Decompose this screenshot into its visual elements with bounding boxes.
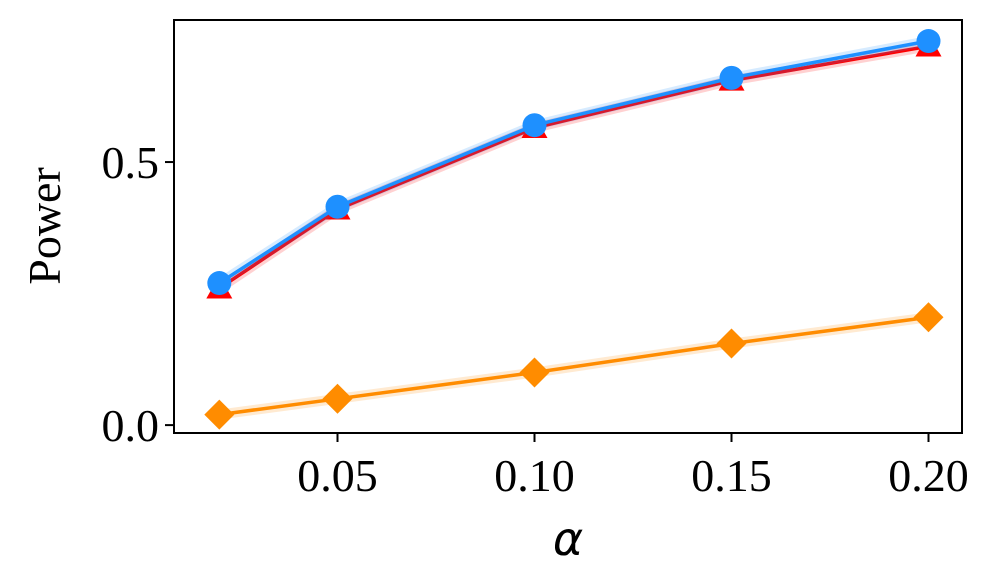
series-diamond (204, 302, 944, 430)
series-circle (207, 29, 941, 296)
y-tick-label: 0.0 (102, 400, 160, 451)
data-point (325, 194, 350, 219)
series-layer (204, 29, 944, 430)
x-tick-label: 0.10 (494, 450, 575, 501)
data-point (322, 383, 353, 414)
y-tick-label: 0.5 (102, 137, 160, 188)
data-point (204, 399, 235, 430)
data-point (207, 271, 232, 296)
x-tick-label: 0.20 (888, 450, 969, 501)
data-point (916, 29, 941, 54)
x-axis-label: α (553, 512, 583, 566)
x-axis-ticks: 0.05 0.10 0.15 0.20 (297, 433, 969, 501)
x-tick-label: 0.05 (297, 450, 378, 501)
data-point (913, 302, 944, 333)
data-point (719, 65, 744, 90)
data-point (716, 328, 747, 359)
x-tick-label: 0.15 (691, 450, 772, 501)
data-point (519, 357, 550, 388)
y-axis-label: Power (19, 167, 70, 285)
data-point (522, 113, 547, 138)
y-axis-ticks: 0.0 0.5 (102, 137, 174, 451)
